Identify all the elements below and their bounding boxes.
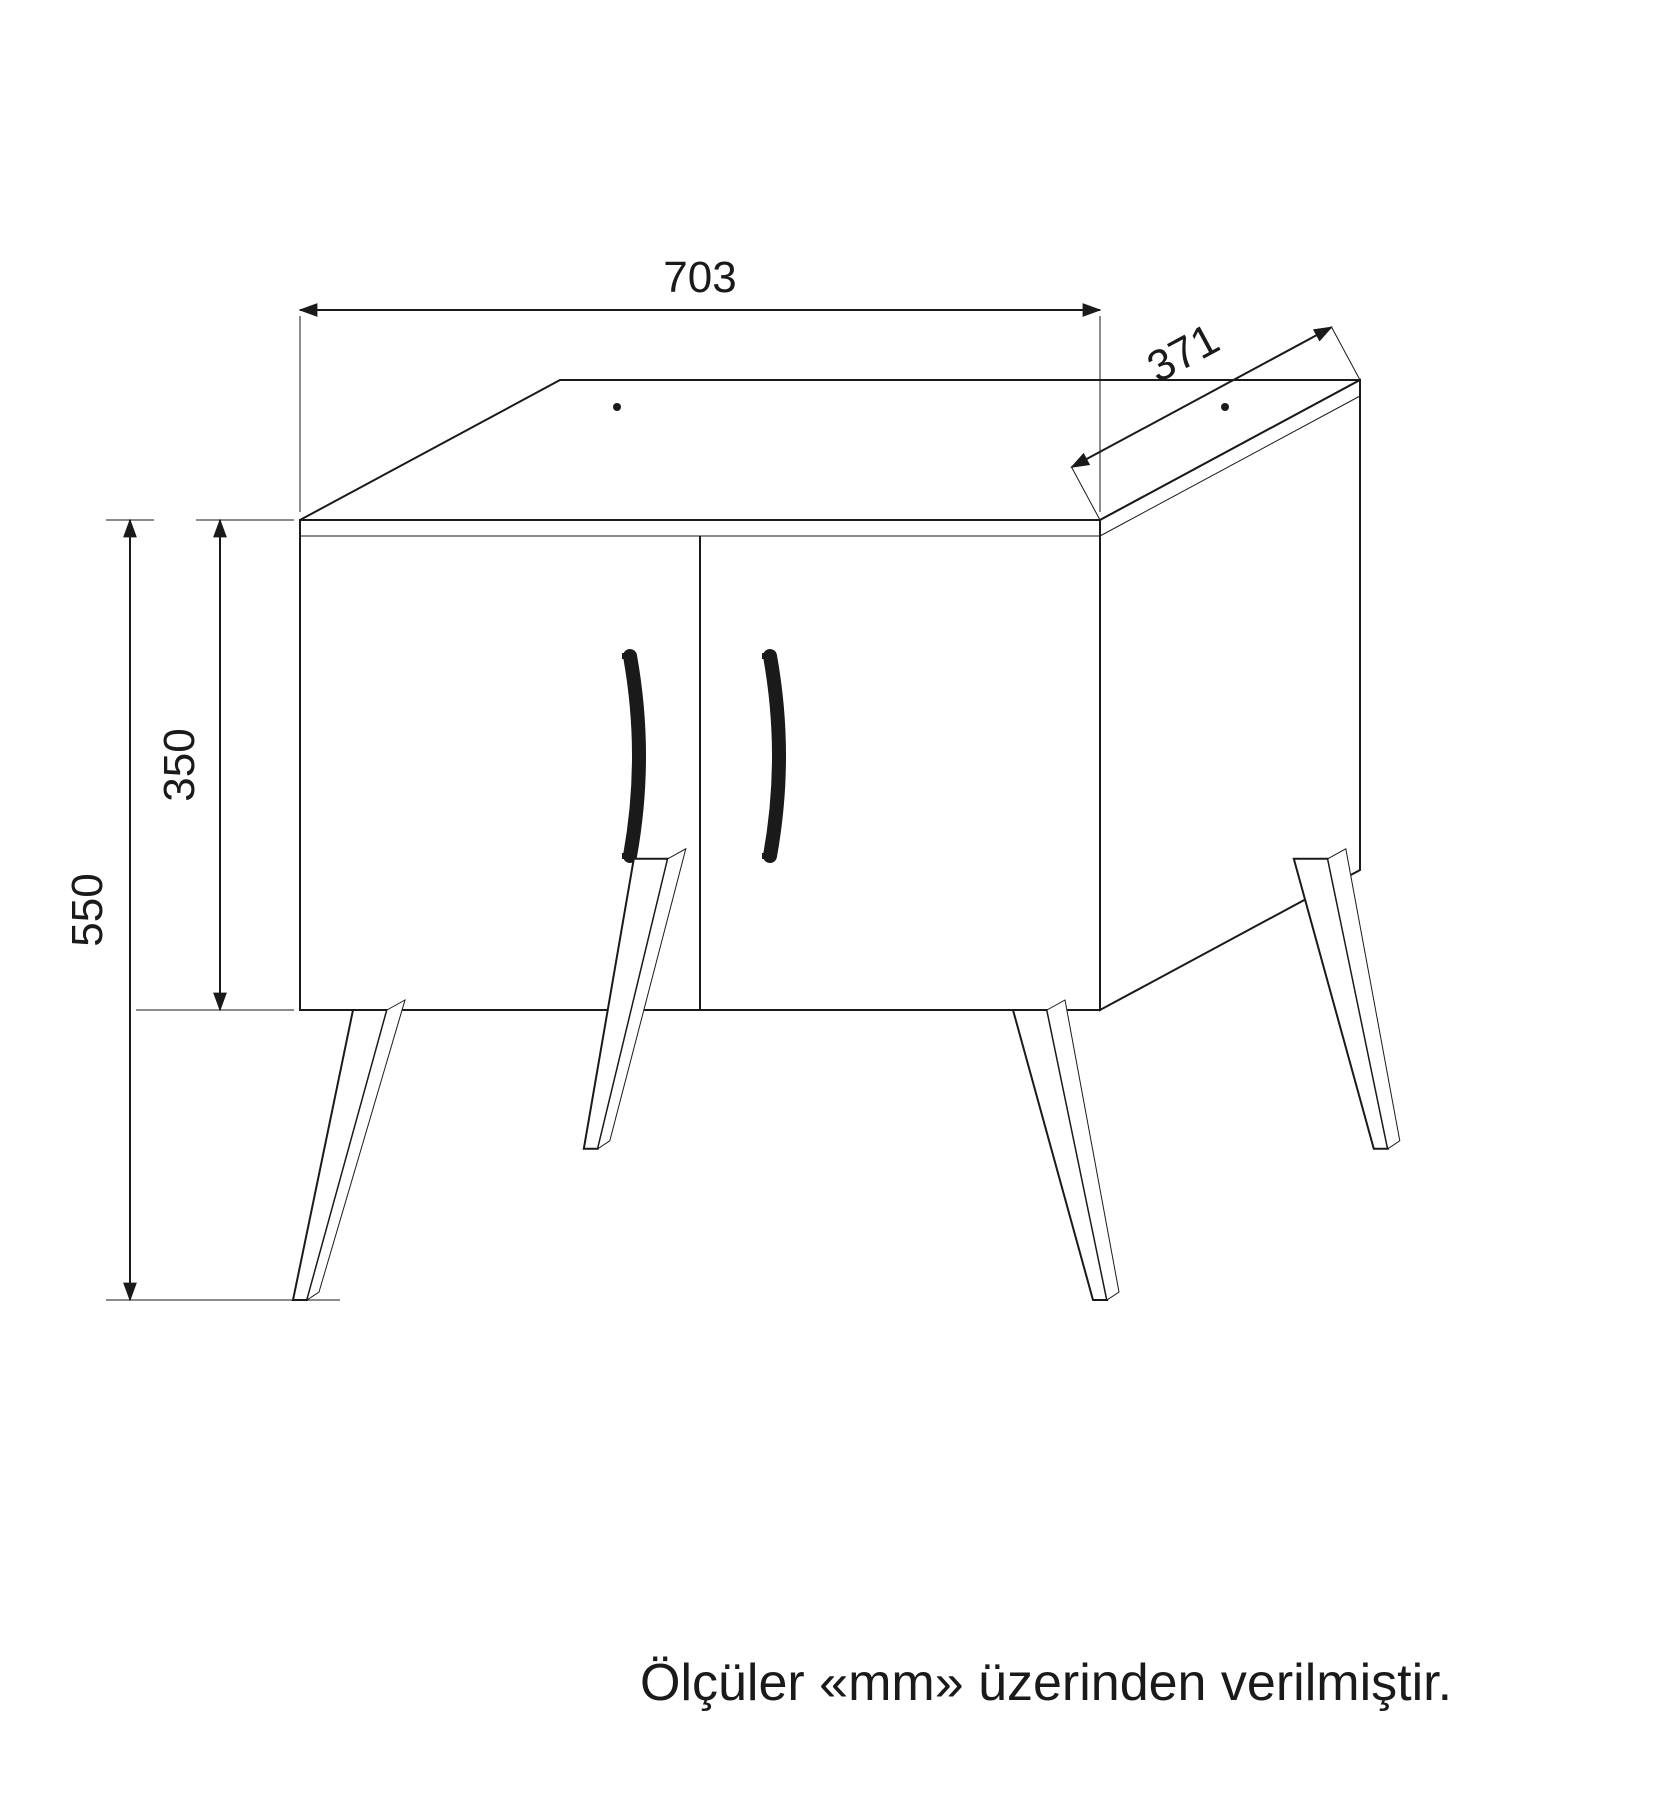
dim-total-height-label: 550 [63,873,112,946]
caption-text: Ölçüler «mm» üzerinden verilmiştir. [640,1654,1452,1712]
furniture-dimension-diagram: 703371550350 Ölçüler «mm» üzerinden veri… [0,0,1654,1817]
dim-body-height-label: 350 [155,728,204,801]
dim-width-label: 703 [663,253,736,302]
